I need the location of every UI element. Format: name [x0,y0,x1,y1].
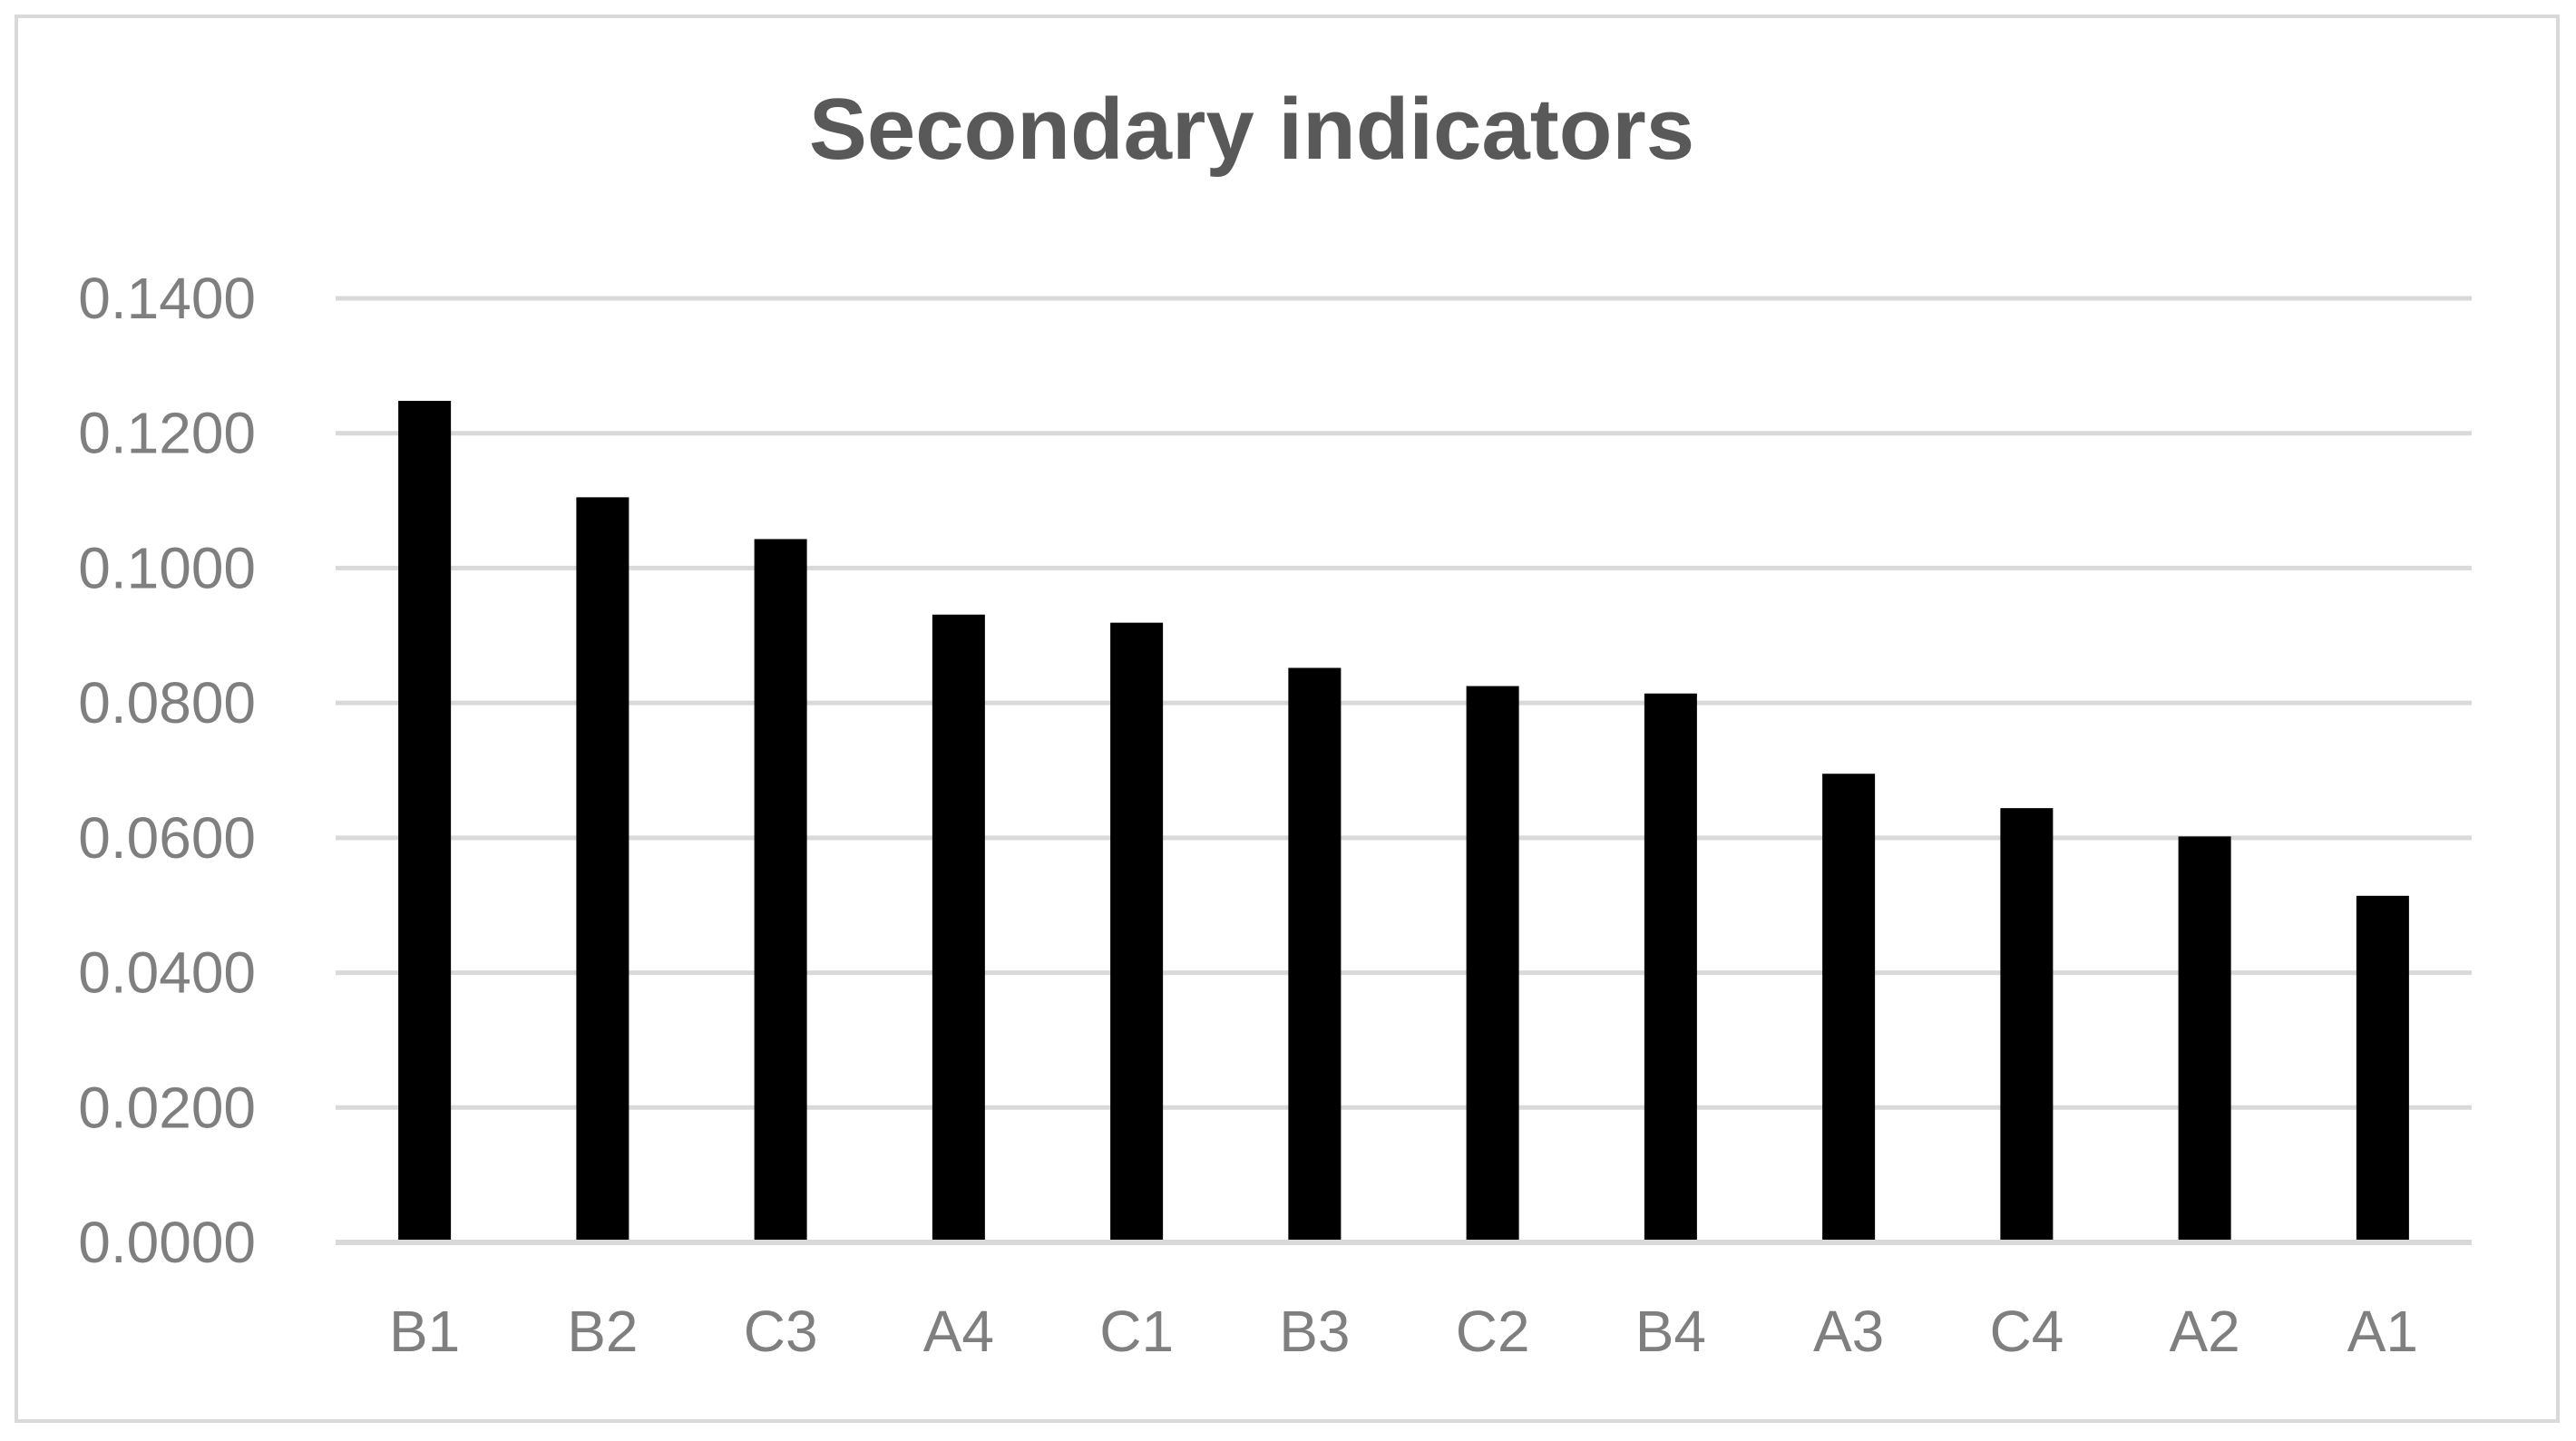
y-axis-tick-labels: 0.0000 0.0200 0.0400 0.0600 0.0800 0.1000 0.12… [78,266,256,1275]
y-tick-label: 0.0400 [78,940,256,1006]
x-tick-label: B4 [1635,1299,1706,1364]
x-tick-label: B1 [389,1299,460,1364]
x-tick-label: A1 [2347,1299,2418,1364]
bar-b3 [1288,667,1342,1242]
y-tick-label: 0.1000 [78,535,256,600]
bar-c3 [754,539,807,1242]
gridlines [336,296,2472,1110]
x-tick-label: A3 [1813,1299,1884,1364]
x-tick-label: C2 [1456,1299,1530,1364]
x-axis-tick-labels: B1 B2 C3 A4 C1 B3 C2 B4 A3 C4 A2 A1 [389,1299,2418,1364]
bar-c1 [1110,622,1164,1242]
x-tick-label: C3 [744,1299,818,1364]
x-tick-label: C4 [1989,1299,2064,1364]
bar-b2 [576,497,629,1242]
y-tick-label: 0.0200 [78,1075,256,1140]
x-tick-label: B3 [1279,1299,1350,1364]
bar-c4 [2000,808,2054,1242]
x-tick-label: A2 [2169,1299,2239,1364]
bar-a4 [932,614,985,1242]
bar-b4 [1644,693,1697,1242]
x-tick-label: C1 [1099,1299,1174,1364]
y-tick-label: 0.0600 [78,805,256,871]
bar-a2 [2178,836,2231,1242]
bars [398,401,2409,1243]
y-tick-label: 0.0000 [78,1210,256,1275]
x-tick-label: B2 [567,1299,638,1364]
bar-a3 [1822,774,1876,1242]
bar-a1 [2356,895,2409,1242]
y-tick-label: 0.1200 [78,401,256,466]
bar-c2 [1466,686,1519,1242]
x-tick-label: A4 [923,1299,994,1364]
chart-title: Secondary indicators [809,81,1694,178]
y-tick-label: 0.0800 [78,670,256,735]
y-tick-label: 0.1400 [78,266,256,331]
bar-b1 [398,401,452,1243]
